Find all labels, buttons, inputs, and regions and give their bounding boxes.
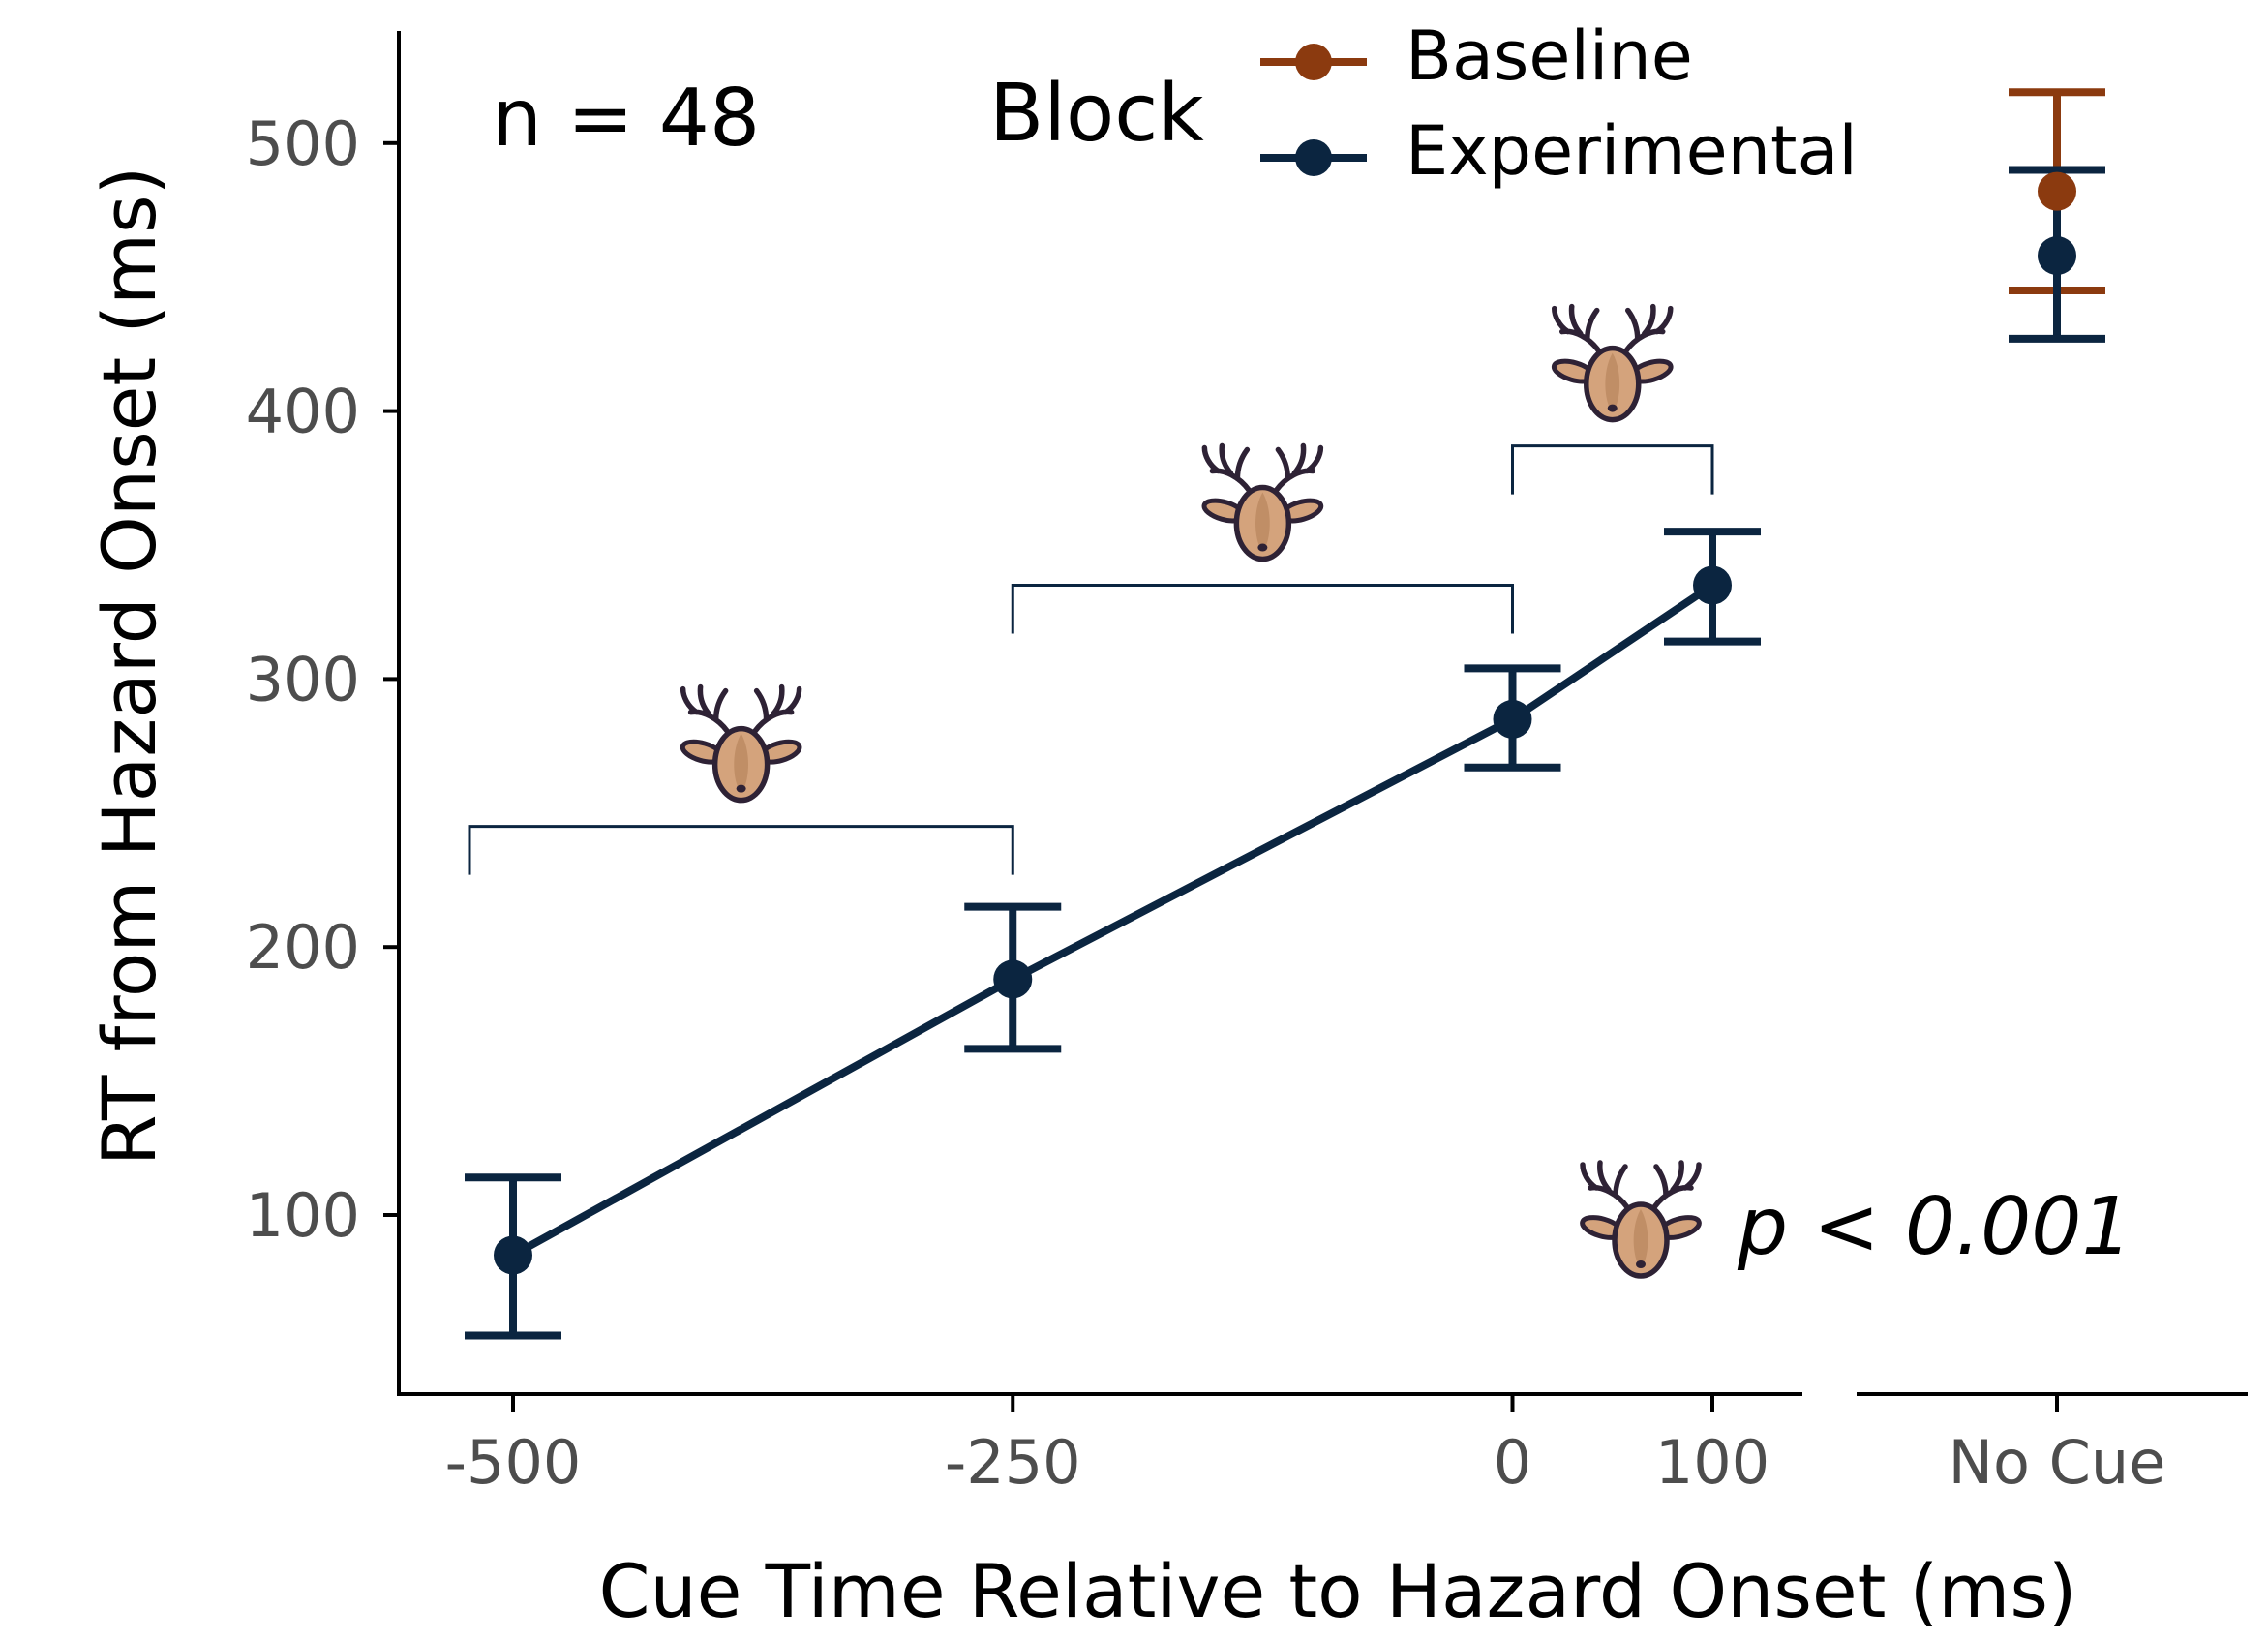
legend-swatch-experimental-dot: [1295, 139, 1332, 176]
y-tick-label: 200: [246, 912, 360, 983]
x-axis-title: Cue Time Relative to Hazard Onset (ms): [598, 1548, 2076, 1634]
y-tick-label: 500: [246, 108, 360, 179]
y-tick-label: 400: [246, 377, 360, 447]
comparison-brackets: [468, 307, 1714, 875]
comparison-bracket: [1011, 584, 1514, 634]
error-bars: [465, 528, 1761, 1340]
x-tick-label: -250: [945, 1427, 1081, 1498]
legend-swatch-baseline-dot: [1295, 44, 1332, 80]
axes: [397, 31, 2248, 1396]
axis-ticks: [383, 140, 2059, 1412]
deer-icon: [1552, 307, 1673, 420]
data-point: [993, 959, 1033, 999]
sample-size-label: n = 48: [492, 73, 760, 165]
legend-label-experimental: Experimental: [1406, 111, 1858, 191]
x-tick-label-no-cue: No Cue: [1949, 1427, 2166, 1498]
legend: Block Baseline Experimental: [989, 16, 1858, 191]
deer-icon: [680, 687, 801, 801]
data-point: [494, 1235, 532, 1275]
x-tick-label: 0: [1494, 1427, 1531, 1498]
deer-icon: [1202, 446, 1323, 560]
significance-label: p < 0.001: [1737, 1181, 2132, 1273]
legend-label-baseline: Baseline: [1406, 16, 1693, 96]
no-cue-point: [2038, 236, 2076, 276]
comparison-bracket: [1511, 444, 1714, 495]
x-tick-label: -500: [445, 1427, 582, 1498]
series-line-path: [511, 582, 1715, 1260]
x-tick-label: 100: [1655, 1427, 1769, 1498]
y-tick-label: 300: [246, 644, 360, 714]
data-point: [1693, 565, 1732, 605]
y-axis-title: RT from Hazard Onset (ms): [86, 167, 172, 1167]
legend-title: Block: [989, 68, 1204, 160]
comparison-bracket: [468, 825, 1014, 875]
deer-icon: [1580, 1163, 1701, 1276]
axis-tick-labels: 100 200 300 400 500 -500 -250 0 100 No Cue: [246, 108, 2166, 1498]
no-cue-points: [2009, 88, 2105, 343]
series-line-experimental: [511, 582, 1715, 1260]
data-points: [494, 565, 1732, 1275]
y-tick-label: 100: [246, 1180, 360, 1251]
data-point: [1493, 699, 1532, 739]
no-cue-point: [2038, 171, 2076, 211]
